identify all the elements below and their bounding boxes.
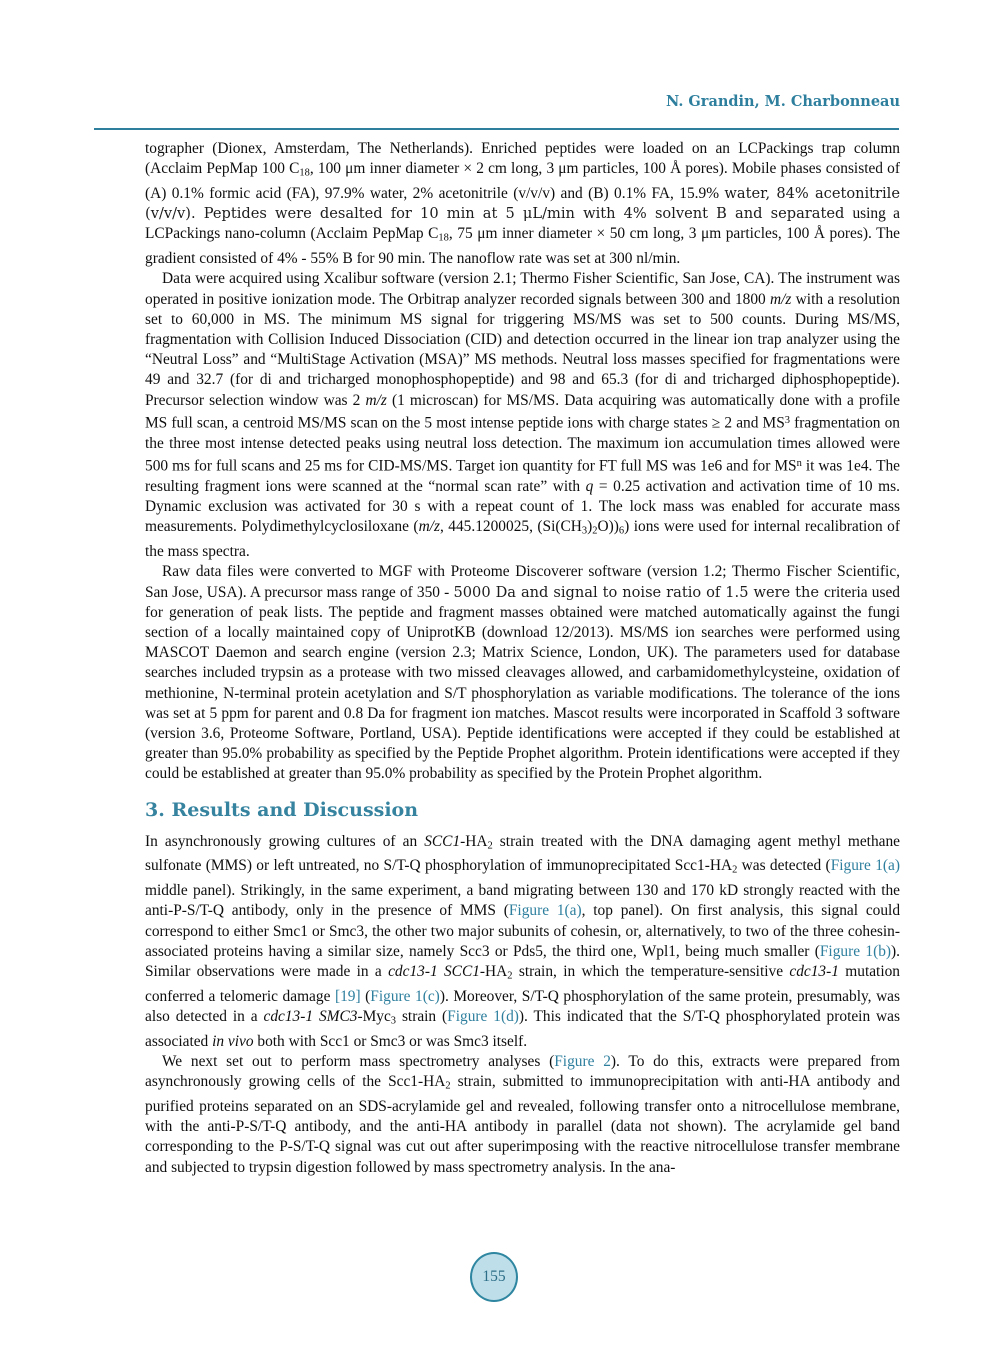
- text-run: Raw data files were converted to MGF wit…: [145, 563, 900, 601]
- text-run: 3: [581, 525, 588, 537]
- text-run: in vivo: [212, 1032, 254, 1050]
- text-run: was detected (: [737, 857, 831, 875]
- text-run: cdc13-1 SMC3: [263, 1007, 358, 1025]
- methods-paragraphs: tographer (Dionex, Amsterdam, The Nether…: [145, 139, 900, 785]
- page-number: 155: [482, 1268, 506, 1285]
- text-run: -HA: [479, 962, 508, 980]
- figure-reference-link[interactable]: Figure 1(a): [830, 857, 900, 875]
- text-run: with a resolution set to 60,000 in MS. T…: [145, 290, 900, 409]
- text-run: = 0.25 activation and activation time of…: [145, 477, 900, 536]
- paragraph: We next set out to perform mass spectrom…: [145, 1052, 900, 1178]
- text-run: , 445.1200025, (Si(CH: [439, 518, 582, 536]
- text-run: 2: [487, 840, 493, 852]
- text-run: ). Moreover, S/T-Q phosphorylation of th…: [145, 987, 900, 1025]
- figure-reference-link[interactable]: Figure 1(d): [447, 1007, 519, 1025]
- text-run: , 100 μm inner diameter × 2 cm long, 3 μ…: [145, 160, 900, 203]
- paragraph: In asynchronously growing cultures of an…: [145, 832, 900, 1052]
- text-run: strain, submitted to immunoprecipitation…: [145, 1073, 900, 1176]
- text-run: 2: [507, 970, 513, 982]
- text-run: 3: [784, 414, 791, 426]
- text-run: 5000 Da and signal to noise ratio of 1.5…: [453, 583, 825, 601]
- results-paragraphs: In asynchronously growing cultures of an…: [145, 832, 900, 1178]
- figure-reference-link[interactable]: Figure 1(a): [508, 902, 582, 920]
- text-run: ). Similar observations were made in a: [145, 942, 901, 980]
- running-head-authors: N. Grandin, M. Charbonneau: [666, 93, 900, 110]
- text-run: -HA: [460, 832, 488, 850]
- text-run: 2: [592, 525, 598, 537]
- page-number-badge: 155: [470, 1252, 518, 1302]
- text-run: using a LCPackings nano-column (Acclaim …: [145, 205, 901, 243]
- figure-reference-link[interactable]: Figure 2: [554, 1053, 611, 1070]
- text-run: ): [587, 518, 593, 536]
- text-run: ). To do this, extracts were prepared fr…: [145, 1053, 900, 1091]
- text-run: water, 84% acetonitrile (v/v/v). Peptide…: [145, 185, 900, 223]
- text-run: mutation conferred a telomeric damage: [145, 962, 900, 1005]
- paragraph: Data were acquired using Xcalibur softwa…: [145, 269, 900, 562]
- text-run: middle panel). Strikingly, in the same e…: [145, 882, 900, 920]
- text-run: m/z: [418, 518, 440, 536]
- text-run: SCC1: [424, 832, 461, 850]
- text-run: cdc13-1: [789, 962, 839, 980]
- text-run: strain, in which the temperature-sensiti…: [512, 962, 790, 980]
- text-run: n: [796, 457, 802, 469]
- text-run: strain (: [396, 1007, 448, 1025]
- text-run: strain treated with the DNA damaging age…: [145, 832, 900, 875]
- text-run: 18: [438, 233, 449, 245]
- paragraph: Raw data files were converted to MGF wit…: [145, 562, 900, 784]
- figure-reference-link[interactable]: Figure 1(b): [819, 942, 892, 960]
- text-run: In asynchronously growing cultures of an: [145, 832, 425, 850]
- figure-reference-link[interactable]: Figure 1(c): [370, 987, 440, 1005]
- text-run: Data were acquired using Xcalibur softwa…: [145, 270, 900, 308]
- text-run: cdc13-1 SCC1: [388, 962, 480, 980]
- text-run: O)): [597, 518, 619, 536]
- text-run: 2: [445, 1080, 451, 1092]
- text-run: (: [360, 987, 371, 1005]
- section-heading-results: 3. Results and Discussion: [145, 798, 419, 821]
- header-rule: [94, 128, 899, 130]
- text-run: ). This indicated that the S/T-Q phospho…: [145, 1007, 900, 1050]
- text-run: fragmentation on the three most intense …: [145, 414, 900, 475]
- text-run: it was 1e4. The resulting fragment ions …: [145, 457, 900, 495]
- text-run: ) ions were used for internal recalibrat…: [145, 518, 900, 561]
- figure-reference-link[interactable]: [19]: [334, 987, 361, 1005]
- text-run: both with Scc1 or Smc3 or was Smc3 itsel…: [253, 1032, 528, 1050]
- paragraph: tographer (Dionex, Amsterdam, The Nether…: [145, 139, 900, 269]
- text-run: -Myc: [357, 1007, 391, 1025]
- text-run: m/z: [365, 391, 387, 409]
- text-run: We next set out to perform mass spectrom…: [162, 1053, 555, 1070]
- text-run: (1 microscan) for MS/MS. Data acquiring …: [145, 391, 900, 432]
- text-run: 3: [390, 1015, 397, 1027]
- text-run: q: [585, 477, 594, 495]
- text-run: 6: [618, 525, 625, 537]
- text-run: 18: [299, 167, 310, 179]
- text-run: 2: [732, 864, 738, 876]
- text-run: criteria used for generation of peak lis…: [145, 583, 900, 783]
- page-body-text: tographer (Dionex, Amsterdam, The Nether…: [145, 139, 900, 1178]
- text-run: , 75 μm inner diameter × 50 cm long, 3 μ…: [145, 225, 901, 268]
- text-run: m/z: [770, 290, 792, 308]
- text-run: , top panel). On first analysis, this si…: [145, 902, 901, 960]
- text-run: tographer (Dionex, Amsterdam, The Nether…: [145, 140, 900, 178]
